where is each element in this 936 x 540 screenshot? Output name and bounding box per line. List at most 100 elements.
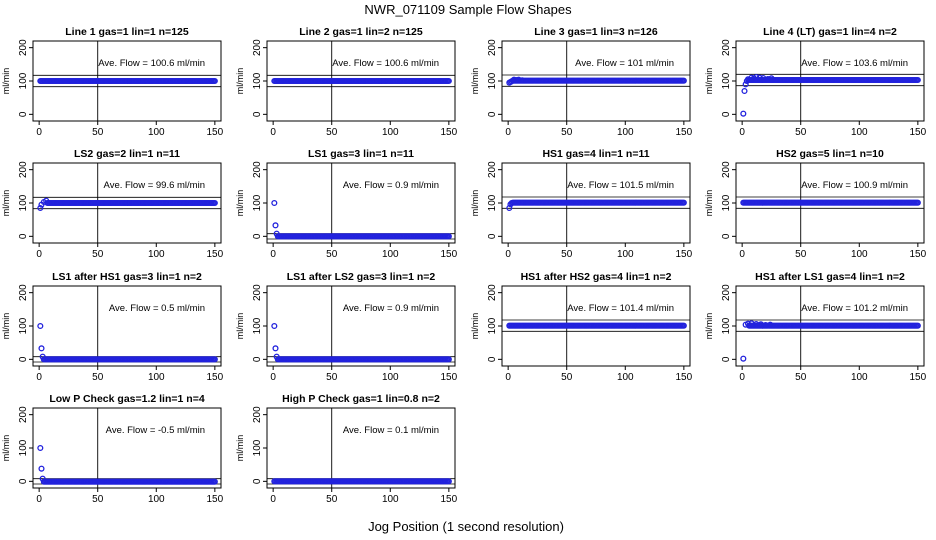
x-tick-label: 50 <box>92 494 104 505</box>
x-tick-label: 100 <box>382 494 399 505</box>
y-tick-label: 100 <box>252 72 263 89</box>
data-point <box>742 81 749 88</box>
panel-title: HS1 gas=4 lin=1 n=11 <box>542 148 649 160</box>
data-point <box>272 222 279 229</box>
x-tick-label: 0 <box>505 249 511 260</box>
y-tick-label: 0 <box>252 233 263 239</box>
y-tick-label: 200 <box>721 161 732 178</box>
average-flow-annotation: Ave. Flow = 101.2 ml/min <box>801 303 908 314</box>
panel-8: HS2 gas=5 lin=1 n=10 ml/min 0 100 200 0 50 100 1… <box>704 148 927 260</box>
x-tick-label: 150 <box>676 127 693 138</box>
x-tick-label: 0 <box>36 372 42 383</box>
x-tick-label: 100 <box>382 372 399 383</box>
y-tick-label: 200 <box>721 39 732 56</box>
y-axis-label: ml/min <box>470 68 480 95</box>
x-tick-label: 150 <box>207 372 224 383</box>
y-axis-label: ml/min <box>470 313 480 340</box>
y-axis-label: ml/min <box>235 190 245 217</box>
x-tick-label: 0 <box>739 372 745 383</box>
x-tick-label: 150 <box>676 249 693 260</box>
y-axis-label: ml/min <box>704 190 714 217</box>
x-tick-label: 150 <box>207 249 224 260</box>
x-tick-label: 50 <box>561 127 573 138</box>
panel-12: HS1 after LS1 gas=4 lin=1 n=2 ml/min 0 100 2… <box>704 271 927 383</box>
x-tick-label: 100 <box>148 127 165 138</box>
y-tick-label: 200 <box>18 284 29 301</box>
x-tick-label: 0 <box>505 127 511 138</box>
panel-title: LS2 gas=2 lin=1 n=11 <box>74 148 180 160</box>
y-axis-label: ml/min <box>1 68 11 95</box>
panel-7: HS1 gas=4 lin=1 n=11 ml/min 0 100 200 0 50 100 1… <box>470 148 693 260</box>
x-tick-label: 50 <box>326 494 338 505</box>
average-flow-annotation: Ave. Flow = 100.9 ml/min <box>801 180 908 191</box>
panel-title: Line 4 (LT) gas=1 lin=4 n=2 <box>763 26 897 38</box>
x-tick-label: 50 <box>92 249 104 260</box>
y-tick-label: 200 <box>18 39 29 56</box>
y-tick-label: 200 <box>252 284 263 301</box>
x-tick-label: 150 <box>207 494 224 505</box>
panel-title: LS1 after LS2 gas=3 lin=1 n=2 <box>287 271 436 283</box>
data-point <box>445 77 452 85</box>
panel-title: Line 2 gas=1 lin=2 n=125 <box>299 26 423 38</box>
plot-frame <box>266 407 456 489</box>
y-tick-label: 100 <box>721 72 732 89</box>
y-tick-label: 0 <box>252 111 263 117</box>
y-tick-label: 100 <box>487 317 498 334</box>
panel-title: LS1 gas=3 lin=1 n=11 <box>308 148 414 160</box>
data-point <box>211 199 218 207</box>
y-tick-label: 0 <box>721 356 732 362</box>
x-tick-label: 100 <box>148 372 165 383</box>
average-flow-annotation: Ave. Flow = 103.6 ml/min <box>801 58 908 69</box>
plot-frame <box>32 407 222 489</box>
x-tick-label: 50 <box>326 372 338 383</box>
y-tick-label: 100 <box>721 194 732 211</box>
y-tick-label: 0 <box>18 356 29 362</box>
x-tick-label: 150 <box>441 494 458 505</box>
y-tick-label: 200 <box>487 161 498 178</box>
average-flow-annotation: Ave. Flow = 0.9 ml/min <box>343 303 439 314</box>
panel-4: Line 4 (LT) gas=1 lin=4 n=2 ml/min 0 100 200… <box>704 26 927 138</box>
plot-frame <box>32 285 222 367</box>
data-point <box>38 345 45 352</box>
x-tick-label: 100 <box>148 249 165 260</box>
x-tick-label: 50 <box>795 372 807 383</box>
y-tick-label: 200 <box>18 406 29 423</box>
y-axis-label: ml/min <box>1 190 11 217</box>
y-tick-label: 200 <box>252 406 263 423</box>
y-axis-label: ml/min <box>1 435 11 462</box>
x-tick-label: 0 <box>505 372 511 383</box>
panel-title: Line 3 gas=1 lin=3 n=126 <box>534 26 658 38</box>
y-tick-label: 0 <box>487 233 498 239</box>
panel-2: Line 2 gas=1 lin=2 n=125 ml/min 0 100 200 0 50… <box>235 26 458 138</box>
y-tick-label: 0 <box>487 111 498 117</box>
x-tick-label: 0 <box>739 249 745 260</box>
x-tick-label: 50 <box>561 249 573 260</box>
panel-1: Line 1 gas=1 lin=1 n=125 ml/min 0 100 200 0 50… <box>1 26 224 138</box>
panel-title: HS1 after LS1 gas=4 lin=1 n=2 <box>755 271 905 283</box>
y-tick-label: 200 <box>252 161 263 178</box>
panel-10: LS1 after LS2 gas=3 lin=1 n=2 ml/min 0 100 2… <box>235 271 458 383</box>
panel-title: Low P Check gas=1.2 lin=1 n=4 <box>49 393 204 405</box>
data-point <box>680 77 687 84</box>
average-flow-annotation: Ave. Flow = 100.6 ml/min <box>332 58 439 69</box>
x-tick-label: 100 <box>382 127 399 138</box>
x-tick-label: 0 <box>270 249 276 260</box>
x-tick-label: 150 <box>676 372 693 383</box>
data-point <box>506 204 513 212</box>
x-tick-label: 0 <box>739 127 745 138</box>
x-tick-label: 150 <box>910 249 927 260</box>
y-axis-label: ml/min <box>704 68 714 95</box>
y-axis-label: ml/min <box>1 313 11 340</box>
panel-title: HS2 gas=5 lin=1 n=10 <box>776 148 884 160</box>
data-point <box>37 204 44 212</box>
data-point <box>680 199 687 206</box>
data-point <box>445 233 452 240</box>
average-flow-annotation: Ave. Flow = 101.4 ml/min <box>567 303 674 314</box>
x-tick-label: 150 <box>441 127 458 138</box>
data-point <box>271 322 278 330</box>
y-tick-label: 0 <box>721 233 732 239</box>
panel-title: LS1 after HS1 gas=3 lin=1 n=2 <box>52 271 202 283</box>
y-axis-label: ml/min <box>470 190 480 217</box>
y-tick-label: 200 <box>18 161 29 178</box>
